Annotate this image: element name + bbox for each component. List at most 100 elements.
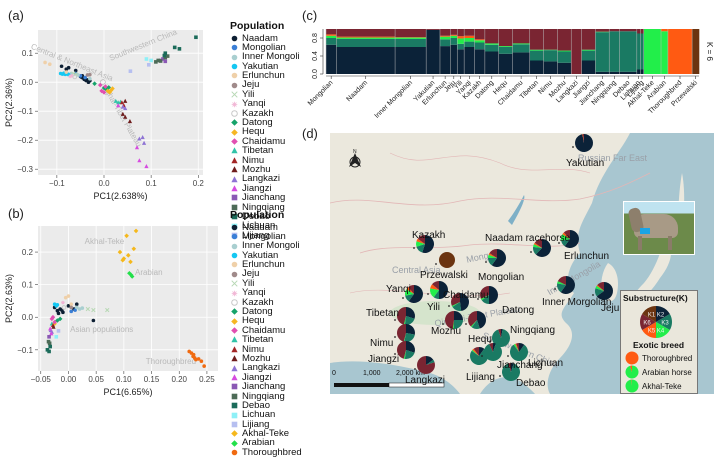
substructure-title: Substructure(K)	[623, 293, 688, 303]
x-tick-label-mongolian: Mongolian	[307, 79, 335, 107]
y-tick-label: −0.1	[17, 346, 33, 355]
legend-item-erlunchun: Erlunchun	[230, 260, 302, 269]
legend-item-tibetan: Tibetan	[230, 335, 302, 344]
legend-symbol	[232, 73, 238, 79]
pie-slice	[439, 252, 455, 268]
legend-marker-nimu	[230, 345, 239, 354]
legend-item-akhal-teke: Akhal-Teke	[230, 429, 302, 438]
bar-mongolian-k4	[326, 34, 337, 35]
legend-label: Thoroughbred	[242, 448, 302, 458]
bar-yili-k3	[457, 38, 464, 43]
bar-tibetan-k1	[530, 61, 544, 75]
y-tick-label: −0.3	[17, 165, 33, 174]
legend-symbol	[232, 384, 238, 390]
pie-jianchang	[484, 343, 502, 361]
exotic-pie-arabian-horse	[625, 365, 639, 379]
point-erlunchun	[67, 294, 71, 298]
bar-thoroughbred-k4	[668, 29, 692, 74]
legend-marker-ningqiang	[230, 392, 239, 401]
legend-symbol	[232, 281, 238, 287]
site-dot	[394, 336, 396, 338]
legend-marker-inner-mongolian	[230, 53, 239, 62]
legend-marker-jianchang	[230, 382, 239, 391]
legend-item-jeju: Jeju	[230, 270, 302, 279]
x-tick-label: 0.1	[146, 179, 158, 188]
legend-marker-erlunchun	[230, 71, 239, 80]
bar-tibetan-k3	[530, 50, 544, 51]
legend-marker-nimu	[230, 156, 239, 165]
legend-symbol	[232, 412, 238, 418]
legend-symbol	[232, 450, 238, 456]
bar-yili-k2	[457, 44, 464, 49]
bar-jeju-k2	[450, 38, 457, 45]
legend-symbol	[231, 355, 237, 361]
bar-nimu-k1	[544, 61, 558, 74]
site-label-nimu: Nimu	[370, 338, 393, 349]
bar-inner-mongolian-k3	[395, 38, 426, 39]
bar-naadam-k5	[336, 29, 395, 37]
annotation-arabian: Arabian	[135, 268, 163, 277]
site-label-tibetan: Tibetan	[366, 308, 399, 319]
pie-yakutian	[575, 134, 593, 152]
legend-symbol	[231, 431, 238, 438]
point-debao	[163, 54, 167, 58]
site-label-lijiang: Lijiang	[466, 372, 495, 383]
legend-symbol	[231, 374, 237, 380]
point-lijiang	[147, 63, 151, 67]
x-tick-label-inner-mongolian: Inner Mongolian	[374, 79, 415, 120]
pie-jiangzi	[397, 341, 415, 359]
bar-ningqiang-k5	[609, 29, 620, 31]
legend-symbol	[232, 224, 238, 230]
legend-marker-jeju	[230, 81, 239, 90]
site-label-langkazi: Langkazi	[405, 375, 445, 386]
bar-arabian-k3	[661, 31, 668, 74]
point-naadam	[75, 302, 79, 306]
legend-marker-chaidamu	[230, 137, 239, 146]
site-dot	[467, 359, 469, 361]
bar-jeju-k1	[450, 45, 457, 74]
bar-yanqi-k4	[464, 36, 475, 38]
legend-symbol	[231, 318, 238, 325]
y-tick-label: 0.4	[312, 51, 319, 61]
legend-marker-naadam	[230, 223, 239, 232]
legend-symbol	[231, 166, 237, 172]
bar-hequ-k2	[499, 47, 513, 54]
legend-label: Lijiang	[242, 420, 269, 430]
x-axis-label: PC1(2.638%)	[93, 191, 147, 201]
bar-chaidamu-k5	[513, 29, 531, 43]
bar-kazakh-k2	[475, 43, 486, 50]
bar-naadam-k2	[336, 39, 395, 47]
x-tick-label: 0.15	[144, 375, 160, 384]
pie-lichuan	[510, 343, 528, 361]
k-label-k4: K4	[657, 328, 665, 334]
legend-marker-langkazi	[230, 175, 239, 184]
bar-mozhu-k1	[557, 63, 571, 74]
exotic-item-akhal-teke: Akhal-Teke	[625, 379, 682, 393]
exotic-pie-thoroughbred	[625, 351, 639, 365]
pie-mongolian	[488, 249, 506, 267]
legend-symbol	[232, 262, 238, 268]
bar-kazakh-k5	[475, 29, 486, 39]
legend-marker-hequ	[230, 128, 239, 137]
legend-symbol	[231, 346, 237, 352]
point-mongolian	[69, 310, 73, 314]
point-debao	[178, 47, 182, 51]
bar-mongolian-k1	[326, 45, 337, 74]
point-jianchang	[47, 335, 51, 339]
point-ningqiang	[48, 342, 52, 346]
legend-symbol	[232, 82, 238, 88]
bar-datong-k5	[485, 29, 499, 43]
bar-ningqiang-k2	[609, 31, 620, 72]
legend-symbol	[232, 35, 238, 41]
point-yakutian	[56, 303, 60, 307]
bar-erlunchun-k5	[440, 29, 451, 36]
site-label-hequ: Hequ	[468, 334, 492, 345]
legend-marker-akhal-teke	[230, 429, 239, 438]
point-jeju	[88, 73, 92, 77]
bar-erlunchun-k1	[440, 46, 451, 74]
legend-symbol	[232, 271, 238, 277]
legend-symbol	[231, 157, 237, 163]
site-label-kazakh: Kazakh	[412, 230, 445, 241]
bar-yanqi-k2	[464, 42, 475, 47]
legend-symbol	[231, 138, 238, 145]
